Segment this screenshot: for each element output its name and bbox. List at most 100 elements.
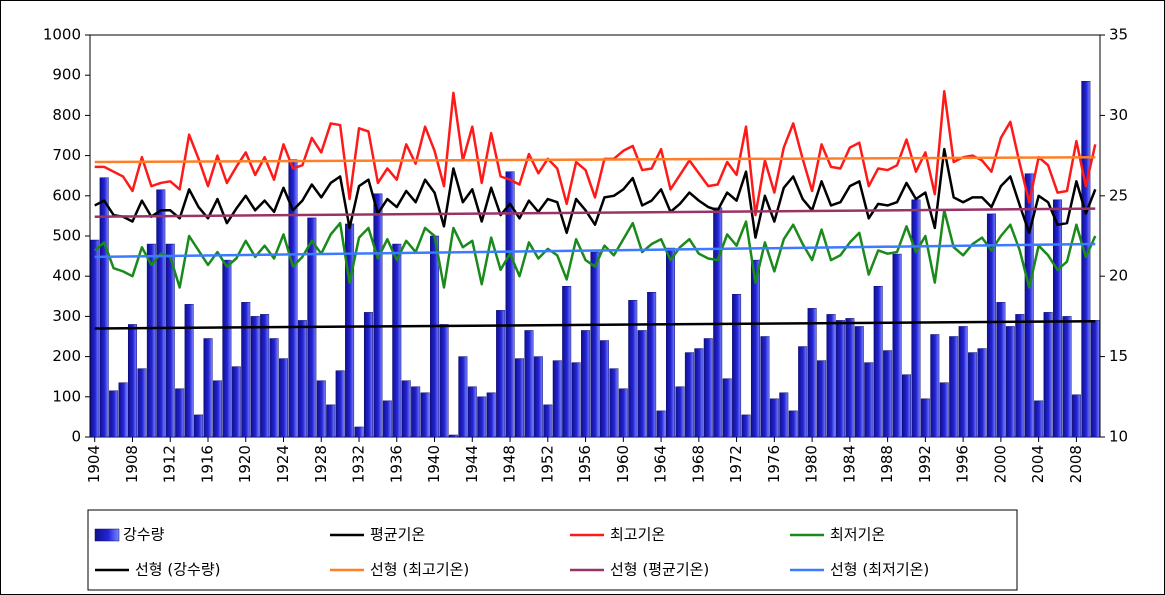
bar <box>269 338 279 438</box>
y2-tick-label: 35 <box>1109 26 1128 44</box>
x-tick-label: 1964 <box>652 445 670 483</box>
bar <box>732 294 742 438</box>
bar <box>524 330 534 438</box>
x-tick-label: 1988 <box>878 445 896 483</box>
y2-tick-label: 30 <box>1109 106 1128 124</box>
legend-label: 최저기온 <box>830 526 885 544</box>
bar <box>779 392 789 438</box>
bar <box>552 360 562 438</box>
bar <box>194 414 204 438</box>
legend-label: 선형 (최저기온) <box>830 561 929 579</box>
bar <box>345 223 355 438</box>
bar <box>1015 314 1025 438</box>
line-series <box>94 90 1097 217</box>
bar <box>788 410 798 438</box>
bar <box>165 243 175 438</box>
x-tick-label: 2008 <box>1067 445 1085 483</box>
bar <box>760 336 770 438</box>
bar <box>175 388 185 438</box>
bar <box>448 434 458 438</box>
bar <box>722 378 732 438</box>
bar <box>392 243 402 438</box>
legend-label: 강수량 <box>123 526 165 544</box>
legend <box>87 509 1018 591</box>
trend-line <box>94 242 1096 259</box>
bar <box>1043 312 1053 438</box>
y-tick-label: 500 <box>52 227 81 245</box>
legend-label: 선형 (평균기온) <box>610 561 709 579</box>
x-tick-label: 1980 <box>803 445 821 483</box>
x-tick-label: 1924 <box>274 445 292 483</box>
bar <box>694 348 704 438</box>
y2-tick-label: 10 <box>1109 428 1128 446</box>
bar <box>1090 320 1100 438</box>
x-tick-label: 1956 <box>576 445 594 483</box>
line-series <box>94 147 1097 239</box>
y2-tick-label: 15 <box>1109 347 1128 365</box>
bar <box>420 392 430 438</box>
x-tick-label: 2000 <box>991 445 1009 483</box>
bar <box>986 213 996 438</box>
bar <box>231 366 241 438</box>
bar <box>222 259 232 438</box>
bar <box>656 410 666 438</box>
bar <box>581 330 591 438</box>
x-tick-label: 1996 <box>954 445 972 483</box>
x-tick-label: 1992 <box>916 445 934 483</box>
bar <box>382 400 392 438</box>
x-tick-label: 1944 <box>463 445 481 483</box>
bar <box>118 382 128 438</box>
bar <box>666 247 676 438</box>
bar <box>920 398 930 438</box>
bar <box>769 398 779 438</box>
bar <box>1062 316 1072 438</box>
bar <box>817 360 827 438</box>
bar <box>316 380 326 438</box>
x-tick-label: 1948 <box>501 445 519 483</box>
bar <box>628 300 638 438</box>
bar <box>203 338 213 438</box>
bar <box>354 426 364 438</box>
bar <box>939 382 949 438</box>
bar <box>533 356 543 438</box>
bar <box>637 330 647 438</box>
y2-tick-label: 20 <box>1109 267 1128 285</box>
x-tick-label: 1976 <box>765 445 783 483</box>
bar <box>288 159 298 438</box>
bar <box>590 251 600 438</box>
bar <box>835 320 845 438</box>
x-tick-label: 1932 <box>350 445 368 483</box>
bar <box>703 338 713 438</box>
trend-line <box>94 207 1096 218</box>
y2-tick-label: 25 <box>1109 186 1128 204</box>
legend-swatch <box>94 528 120 542</box>
bar <box>571 362 581 438</box>
bar <box>826 314 836 438</box>
x-tick-label: 1920 <box>236 445 254 483</box>
bar <box>1024 173 1034 438</box>
bar <box>184 304 194 438</box>
bar <box>1005 326 1015 438</box>
bar <box>326 404 336 438</box>
y-tick-label: 900 <box>52 66 81 84</box>
x-tick-label: 1952 <box>538 445 556 483</box>
legend-label: 최고기온 <box>610 526 665 544</box>
legend-label: 선형 (강수량) <box>135 561 220 579</box>
bar <box>609 368 619 438</box>
bar <box>741 414 751 438</box>
bar <box>562 286 572 438</box>
y-tick-label: 200 <box>52 347 81 365</box>
line-series <box>93 209 1097 289</box>
bar <box>949 336 959 438</box>
x-tick-label: 1916 <box>198 445 216 483</box>
y-tick-label: 400 <box>52 267 81 285</box>
bar <box>373 193 383 438</box>
bar <box>335 370 345 438</box>
bar <box>109 390 119 438</box>
x-tick-label: 1908 <box>123 445 141 483</box>
bar <box>430 235 440 438</box>
bar <box>750 259 760 438</box>
bar <box>250 316 260 438</box>
bar <box>599 340 609 438</box>
bar <box>127 324 137 438</box>
